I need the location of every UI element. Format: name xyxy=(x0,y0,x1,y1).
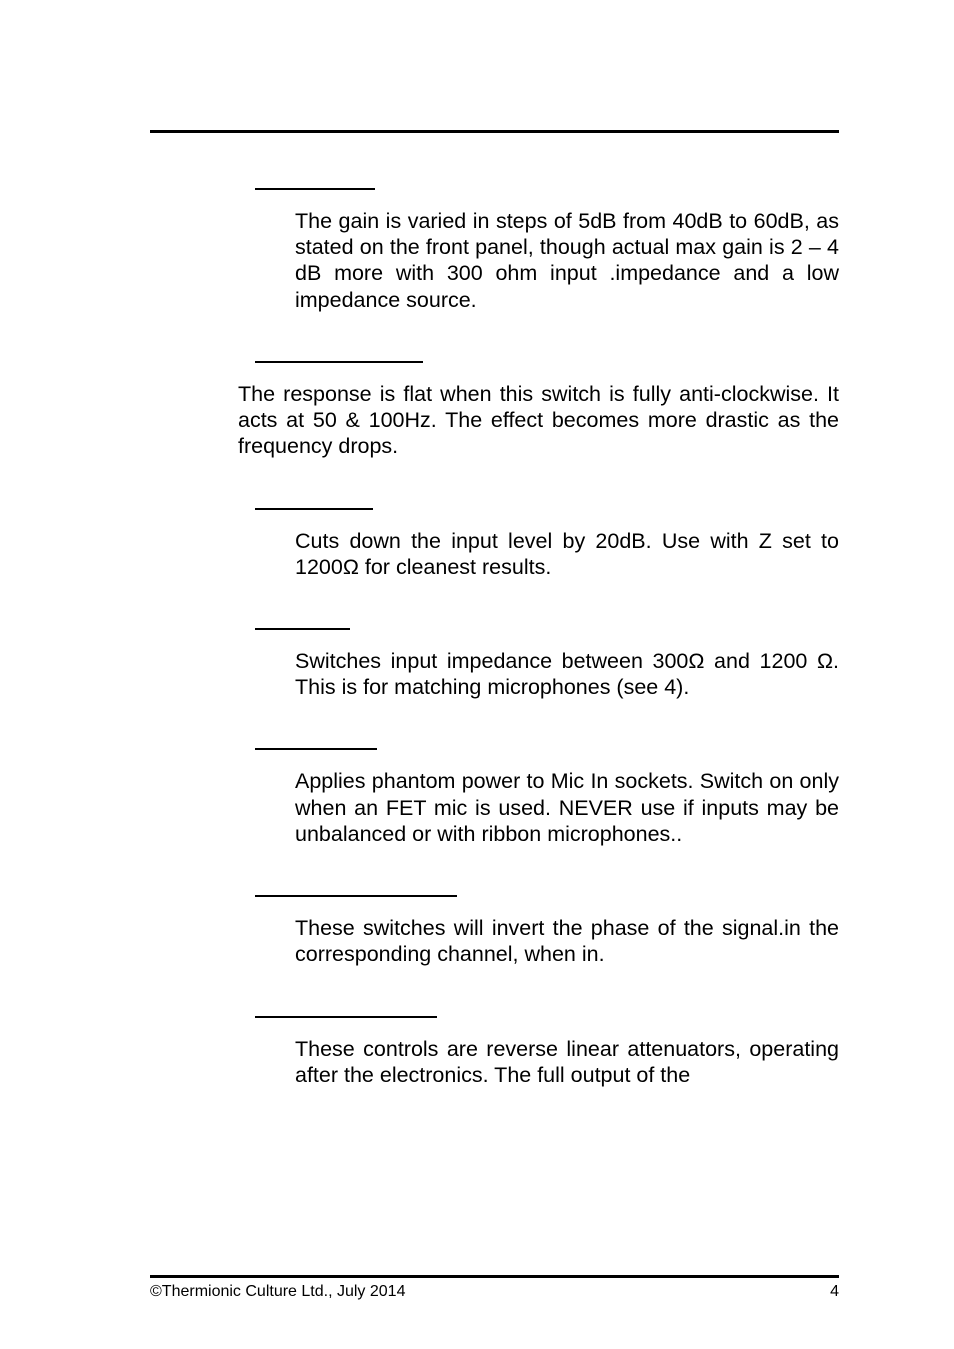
paragraph-response: The response is flat when this switch is… xyxy=(238,381,839,460)
section-switches: Switches input impedance between 300Ω an… xyxy=(150,628,839,700)
footer-copyright: ©Thermionic Culture Ltd., July 2014 xyxy=(150,1283,405,1301)
section-rule xyxy=(255,361,423,363)
footer-horizontal-rule xyxy=(150,1275,839,1278)
paragraph-phantom: Applies phantom power to Mic In sockets.… xyxy=(295,768,839,847)
section-phantom: Applies phantom power to Mic In sockets.… xyxy=(150,748,839,847)
section-attenuators: These controls are reverse linear attenu… xyxy=(150,1016,839,1088)
section-phase: These switches will invert the phase of … xyxy=(150,895,839,967)
paragraph-attenuators: These controls are reverse linear attenu… xyxy=(295,1036,839,1088)
page-footer: ©Thermionic Culture Ltd., July 2014 4 xyxy=(150,1275,839,1301)
paragraph-gain: The gain is varied in steps of 5dB from … xyxy=(295,208,839,313)
footer-content: ©Thermionic Culture Ltd., July 2014 4 xyxy=(150,1283,839,1301)
paragraph-phase: These switches will invert the phase of … xyxy=(295,915,839,967)
paragraph-cuts: Cuts down the input level by 20dB. Use w… xyxy=(295,528,839,580)
section-cuts: Cuts down the input level by 20dB. Use w… xyxy=(150,508,839,580)
section-gain: The gain is varied in steps of 5dB from … xyxy=(150,188,839,313)
section-rule xyxy=(255,748,377,750)
section-response: The response is flat when this switch is… xyxy=(150,361,839,460)
paragraph-switches: Switches input impedance between 300Ω an… xyxy=(295,648,839,700)
section-rule xyxy=(255,508,373,510)
top-horizontal-rule xyxy=(150,130,839,133)
footer-page-number: 4 xyxy=(830,1283,839,1301)
section-rule xyxy=(255,188,375,190)
section-rule xyxy=(255,1016,437,1018)
section-rule xyxy=(255,628,350,630)
section-rule xyxy=(255,895,457,897)
